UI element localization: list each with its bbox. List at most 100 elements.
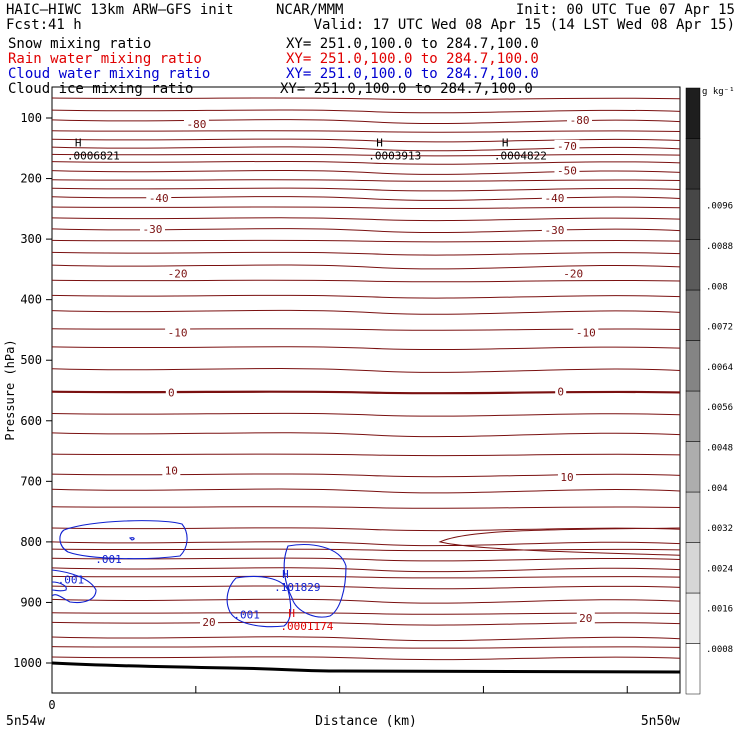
isotherm-line <box>52 97 680 101</box>
colorbar-segment <box>685 390 701 442</box>
colorbar-tick-label: .0048 <box>706 444 733 454</box>
colorbar-segment <box>685 491 701 543</box>
isotherm-line <box>52 646 680 649</box>
isotherm-label-bg <box>541 224 567 237</box>
cloud-water-contour <box>128 537 135 541</box>
isotherm-label: -30 <box>143 223 163 236</box>
isotherm-label: -10 <box>576 326 596 339</box>
y-tick-label: 200 <box>20 172 42 186</box>
center-title: NCAR/MMM <box>276 2 343 18</box>
colorbar-tick-label: .0064 <box>706 363 733 373</box>
cloud-water-contour <box>52 569 97 604</box>
maximum-value: .0001174 <box>280 620 333 633</box>
valid-time: Valid: 17 UTC Wed 08 Apr 15 (14 LST Wed … <box>314 17 735 33</box>
cloud-water-contour <box>59 520 188 560</box>
isotherm-label-bg <box>146 191 172 204</box>
isotherm-label: -20 <box>168 268 188 281</box>
colorbar-segment <box>685 188 701 240</box>
y-tick-label: 900 <box>20 595 42 609</box>
x-axis-title: Distance (km) <box>315 714 417 729</box>
colorbar-tick-label: .0016 <box>706 605 733 615</box>
isotherm-line <box>52 279 680 283</box>
x-zero-label: 0 <box>48 698 55 712</box>
isotherm-label-bg <box>162 464 181 477</box>
field-snow-xy: XY= 251.0,100.0 to 284.7,100.0 <box>286 36 539 52</box>
isotherm-label: -40 <box>149 192 169 205</box>
y-tick-label: 600 <box>20 414 42 428</box>
colorbar-unit: g kg⁻¹ <box>702 87 735 97</box>
isotherm-line <box>52 453 680 457</box>
y-tick-label: 800 <box>20 535 42 549</box>
isotherm-line <box>52 160 680 165</box>
isotherm-line <box>52 346 680 351</box>
isotherm-label: -10 <box>168 326 188 339</box>
isotherm-label-bg <box>554 139 580 152</box>
init-time: Init: 00 UTC Tue 07 Apr 15 <box>516 2 735 18</box>
y-tick-label: 500 <box>20 353 42 367</box>
isotherm-label: 0 <box>168 386 175 399</box>
isotherm-line <box>52 557 680 562</box>
isotherm-line <box>52 187 680 192</box>
y-tick-label: 300 <box>20 232 42 246</box>
isotherm-label-bg <box>139 222 165 235</box>
isotherm-line <box>52 432 680 438</box>
field-cloudice-name: Cloud ice mixing ratio <box>8 81 193 97</box>
colorbar-segment <box>685 643 701 695</box>
isotherm-line <box>52 541 680 547</box>
isotherm-line <box>52 217 680 222</box>
isotherm-line <box>52 153 680 157</box>
maximum-value: .0006821 <box>67 149 120 162</box>
isotherm-line <box>52 239 680 243</box>
isotherm-line <box>52 130 680 133</box>
model-title: HAIC–HIWC 13km ARW–GFS init <box>6 2 234 18</box>
isotherm-label-bg <box>183 118 209 131</box>
colorbar-segment <box>685 592 701 644</box>
y-tick-label: 1000 <box>13 656 42 670</box>
y-tick-label: 400 <box>20 293 42 307</box>
y-tick-label: 700 <box>20 474 42 488</box>
isotherm-label: -80 <box>187 118 207 131</box>
isotherm-label-bg <box>557 471 576 484</box>
isotherm-line <box>52 109 680 114</box>
colorbar-segment <box>685 340 701 392</box>
cloud-water-contours <box>52 520 347 628</box>
isotherm-line <box>52 488 680 494</box>
colorbar-segment <box>685 138 701 190</box>
isotherm-label-bg <box>576 612 595 625</box>
isotherm-label: 20 <box>202 616 215 629</box>
colorbar: .0008 .0016 .0024 .0032 .004 .0048 .0056 .0064.… <box>685 87 733 695</box>
isotherm-line <box>52 656 680 661</box>
colorbar-tick-label: .004 <box>706 484 728 494</box>
isotherm-label: -20 <box>563 268 583 281</box>
maximum-value: .0003913 <box>368 149 421 162</box>
isotherm-bulge <box>438 527 680 556</box>
maximum-value: .0004822 <box>494 149 547 162</box>
isotherm-label: -40 <box>544 192 564 205</box>
isotherm-label: -50 <box>557 165 577 178</box>
maximum-marker: H <box>282 568 289 581</box>
isotherm-line <box>52 170 680 175</box>
isotherm-line <box>52 412 680 417</box>
isotherm-zero-line <box>52 390 680 395</box>
isotherm-line <box>52 598 680 604</box>
isotherm-line <box>52 251 680 256</box>
field-cloudice-xy: XY= 251.0,100.0 to 284.7,100.0 <box>280 81 533 97</box>
colorbar-segment <box>685 441 701 493</box>
maximum-marker: H <box>376 136 383 149</box>
isotherm-line <box>52 567 680 573</box>
isotherm-line <box>52 527 680 532</box>
isotherm-label-bg <box>541 191 567 204</box>
colorbar-tick-label: .0096 <box>706 202 733 212</box>
isotherm-line <box>52 575 680 579</box>
maximum-marker: H <box>75 136 82 149</box>
isotherm-label: -70 <box>557 140 577 153</box>
cloud-water-contour <box>52 581 67 592</box>
isotherm-line <box>52 179 680 182</box>
isotherm-label-bg <box>560 267 586 280</box>
cloud-water-label: .001 <box>95 553 122 566</box>
cloud-water-contour <box>226 575 292 628</box>
forecast-label: Fcst: <box>6 17 48 33</box>
isotherm-line <box>52 196 680 201</box>
forecast-hours: 41 h <box>48 17 82 33</box>
isotherm-line <box>52 264 680 270</box>
